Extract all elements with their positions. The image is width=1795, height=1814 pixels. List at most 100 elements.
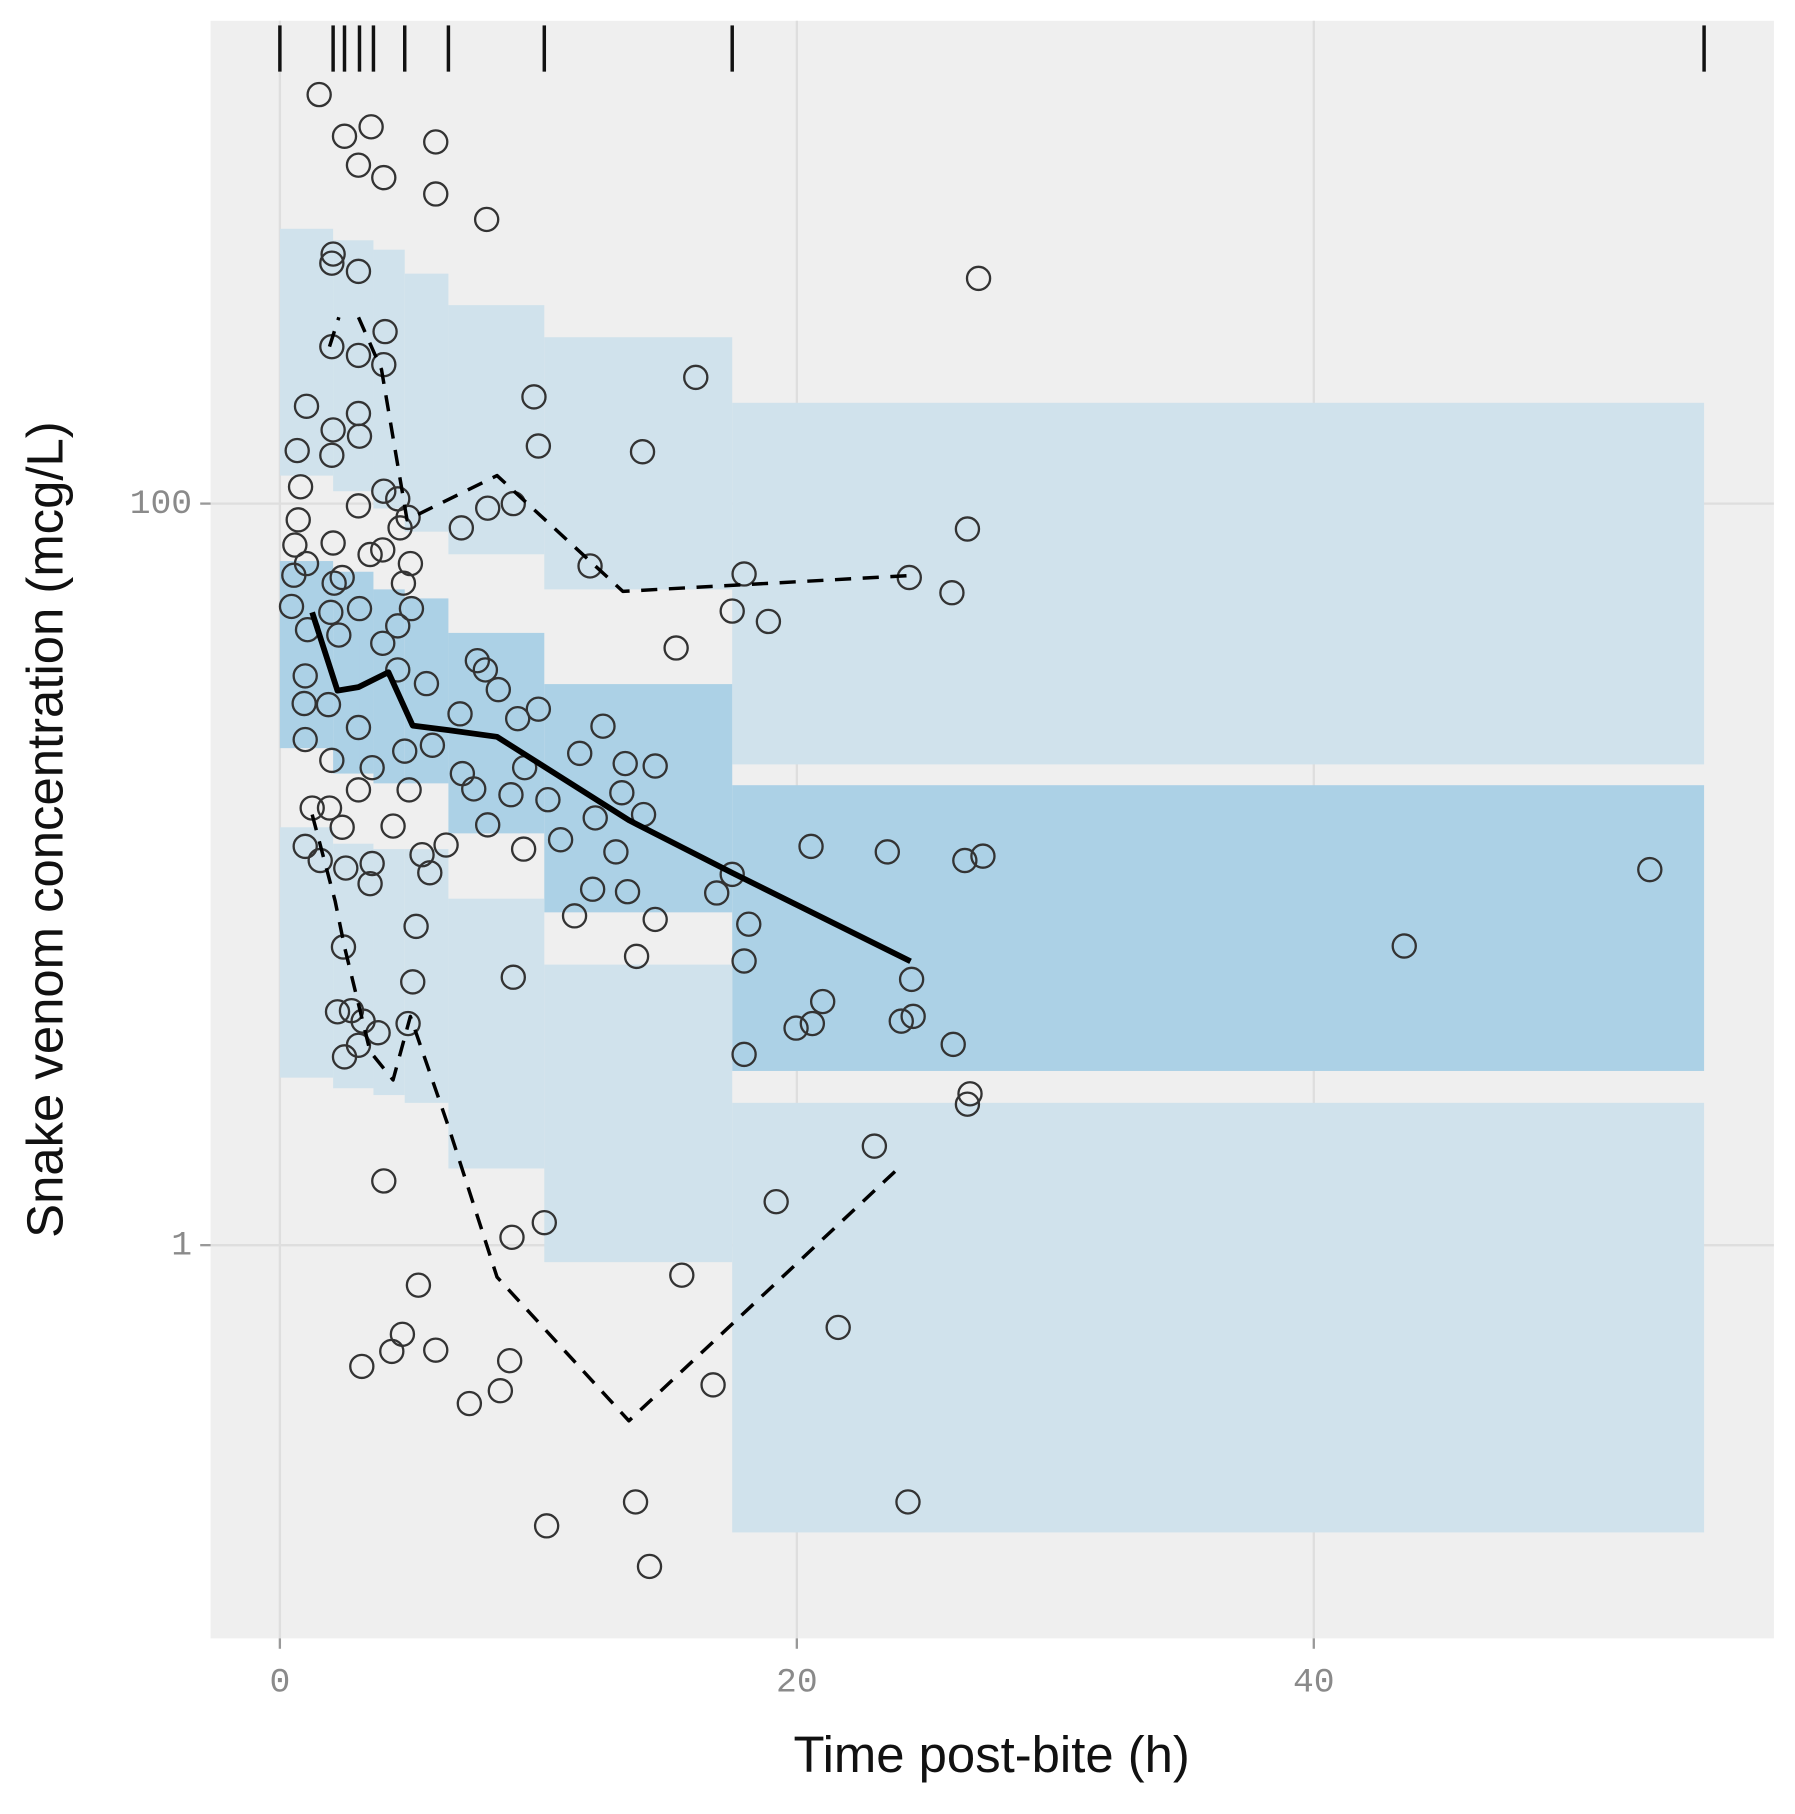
observed-point — [485, 676, 512, 703]
observed-point — [561, 903, 588, 929]
observed-point — [392, 738, 418, 764]
interval-band — [359, 240, 374, 492]
observed-point — [825, 1314, 851, 1341]
observed-point — [291, 690, 317, 717]
observed-point — [940, 1031, 966, 1058]
observed-point — [464, 647, 491, 674]
observed-point — [370, 630, 396, 657]
observed-point — [582, 805, 608, 831]
observed-point — [329, 564, 355, 591]
observed-point — [329, 814, 355, 840]
observed-point — [703, 880, 730, 906]
observed-point — [371, 1168, 397, 1194]
interval-band — [732, 785, 1705, 1071]
observed-point — [498, 782, 524, 808]
observed-point — [319, 250, 345, 276]
observed-point — [521, 384, 547, 410]
observed-point — [609, 780, 635, 806]
observed-point — [285, 507, 311, 533]
observed-point — [642, 906, 668, 933]
observed-point — [281, 562, 307, 588]
interval-band — [279, 228, 334, 476]
observed-point — [603, 839, 629, 865]
observed-point — [359, 754, 385, 781]
observed-point — [755, 608, 782, 635]
observed-point — [622, 1489, 649, 1515]
observed-point — [395, 504, 421, 531]
observed-point — [954, 1091, 981, 1117]
observed-point — [731, 1041, 757, 1068]
x-tick-label: 20 — [776, 1663, 818, 1702]
observed-point — [417, 860, 443, 886]
observed-point — [390, 570, 417, 596]
observed-point — [346, 423, 373, 449]
observed-point — [284, 437, 310, 464]
observed-point — [379, 1338, 405, 1365]
observed-point — [380, 813, 406, 839]
observed-point — [496, 1347, 523, 1374]
observed-point — [763, 1188, 789, 1215]
x-axis-title: Time post-bite (h) — [793, 1726, 1189, 1783]
x-tick-label: 40 — [1293, 1663, 1335, 1702]
observed-point — [888, 1008, 914, 1034]
observed-point — [306, 81, 332, 108]
observed-point — [525, 433, 552, 459]
y-axis-title: Snake venom concentration (mcg/L) — [16, 421, 73, 1237]
observed-point — [642, 753, 668, 779]
observed-point — [900, 1003, 926, 1030]
axes-layer: 0 20 40 1 100 — [130, 25, 1706, 1702]
observed-point — [1391, 933, 1417, 959]
lines-layer — [309, 316, 912, 1423]
observed-point — [952, 847, 978, 874]
observed-point — [292, 726, 318, 753]
observed-point — [433, 832, 459, 858]
observed-point — [357, 541, 383, 568]
observed-point — [405, 1272, 432, 1298]
observed-point — [567, 740, 593, 767]
observed-point — [487, 1378, 514, 1404]
observed-point — [954, 516, 981, 542]
observed-point — [500, 964, 526, 990]
observed-point — [783, 1015, 809, 1041]
observed-point — [719, 861, 745, 888]
observed-point — [320, 241, 346, 267]
observed-point — [371, 164, 397, 191]
observed-point — [898, 966, 925, 993]
interval-band — [544, 684, 733, 913]
observed-point — [398, 595, 425, 622]
points-layer — [278, 81, 1663, 1580]
observed-point — [423, 1337, 449, 1363]
observed-point — [510, 836, 537, 862]
observed-point — [292, 833, 318, 860]
observed-point — [636, 1553, 663, 1580]
observed-point — [499, 1224, 525, 1251]
observed-point — [345, 342, 372, 369]
observed-point — [400, 969, 426, 995]
observed-point — [939, 580, 965, 606]
observed-point — [798, 833, 824, 860]
interval-band — [344, 571, 360, 774]
interval-band — [333, 240, 345, 492]
observed-point — [324, 999, 351, 1025]
interval-band — [544, 964, 733, 1263]
interval-band — [373, 849, 405, 1096]
observed-point — [346, 595, 373, 622]
percentile-line — [310, 814, 902, 1423]
observed-point — [669, 1262, 695, 1288]
observed-point — [719, 598, 745, 624]
observed-point — [403, 913, 429, 940]
observed-point — [590, 713, 616, 739]
observed-point — [371, 478, 397, 504]
observed-point — [614, 878, 641, 905]
interval-band — [732, 1102, 1705, 1533]
observed-point — [579, 876, 606, 902]
observed-point — [331, 123, 358, 149]
interval-band — [448, 305, 545, 555]
observed-point — [318, 599, 344, 626]
x-tick-label: 0 — [269, 1663, 290, 1702]
observed-point — [731, 948, 757, 974]
observed-point — [474, 495, 501, 521]
observed-point — [861, 1133, 888, 1159]
